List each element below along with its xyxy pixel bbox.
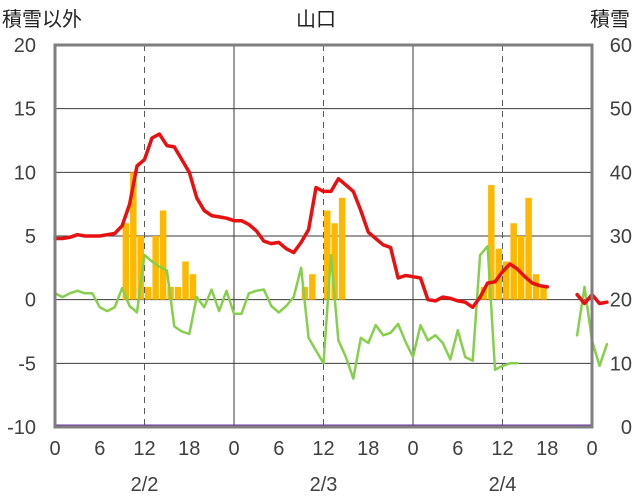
precip-bar [540, 286, 547, 300]
x-tick-label: 0 [586, 438, 597, 460]
precip-bar [174, 286, 182, 300]
date-label: 2/3 [310, 474, 338, 496]
x-tick-label: 0 [49, 438, 60, 460]
x-tick-label: 12 [491, 438, 513, 460]
right-tick-label: 10 [610, 353, 632, 375]
x-tick-label: 0 [228, 438, 239, 460]
left-tick-label: 20 [14, 35, 36, 57]
wind-line [53, 244, 519, 380]
precip-bar [309, 274, 316, 300]
precip-bar [122, 223, 130, 300]
temperature-line [53, 132, 550, 310]
right-tick-label: 60 [610, 35, 632, 57]
precip-bar [488, 185, 495, 300]
precip-bar [137, 236, 144, 300]
chart-title: 山口 [296, 7, 336, 31]
right-tick-label: 30 [610, 226, 632, 248]
left-tick-label: -10 [7, 417, 36, 439]
left-tick-label: 15 [14, 99, 36, 121]
x-tick-label: 0 [407, 438, 418, 460]
left-tick-label: 10 [14, 162, 36, 184]
precip-bar [532, 274, 540, 300]
right-tick-label: 20 [610, 290, 632, 312]
left-tick-label: 0 [25, 290, 36, 312]
right-axis-title: 積雪 [590, 7, 630, 31]
precip-bar [189, 274, 197, 300]
x-tick-label: 18 [536, 438, 558, 460]
right-tick-label: 0 [621, 417, 632, 439]
precip-bar [338, 197, 346, 300]
x-tick-label: 6 [452, 438, 463, 460]
plot-border [53, 43, 594, 429]
right-tick-label: 50 [610, 99, 632, 121]
precip-bar [331, 223, 338, 300]
x-tick-label: 6 [94, 438, 105, 460]
x-tick-label: 18 [357, 438, 379, 460]
precip-bar [324, 210, 331, 300]
right-tick-label: 40 [610, 162, 632, 184]
plot-frame [53, 43, 594, 429]
x-tick-label: 12 [312, 438, 334, 460]
precip-bar [503, 261, 510, 300]
precip-bar [159, 210, 167, 300]
precip-bar [130, 172, 137, 300]
x-tick-label: 6 [273, 438, 284, 460]
x-tick-label: 18 [178, 438, 200, 460]
left-tick-label: 5 [25, 226, 36, 248]
left-tick-label: -5 [18, 353, 36, 375]
precip-bar [152, 236, 159, 300]
precip-bar [510, 223, 517, 300]
precip-bar [145, 286, 152, 300]
precip-bar [517, 236, 525, 300]
date-label: 2/4 [489, 474, 517, 496]
x-tick-label: 12 [133, 438, 155, 460]
precip-bar [525, 197, 532, 300]
left-axis-title: 積雪以外 [2, 7, 82, 31]
date-label: 2/2 [131, 474, 159, 496]
precip-bar [182, 261, 189, 300]
